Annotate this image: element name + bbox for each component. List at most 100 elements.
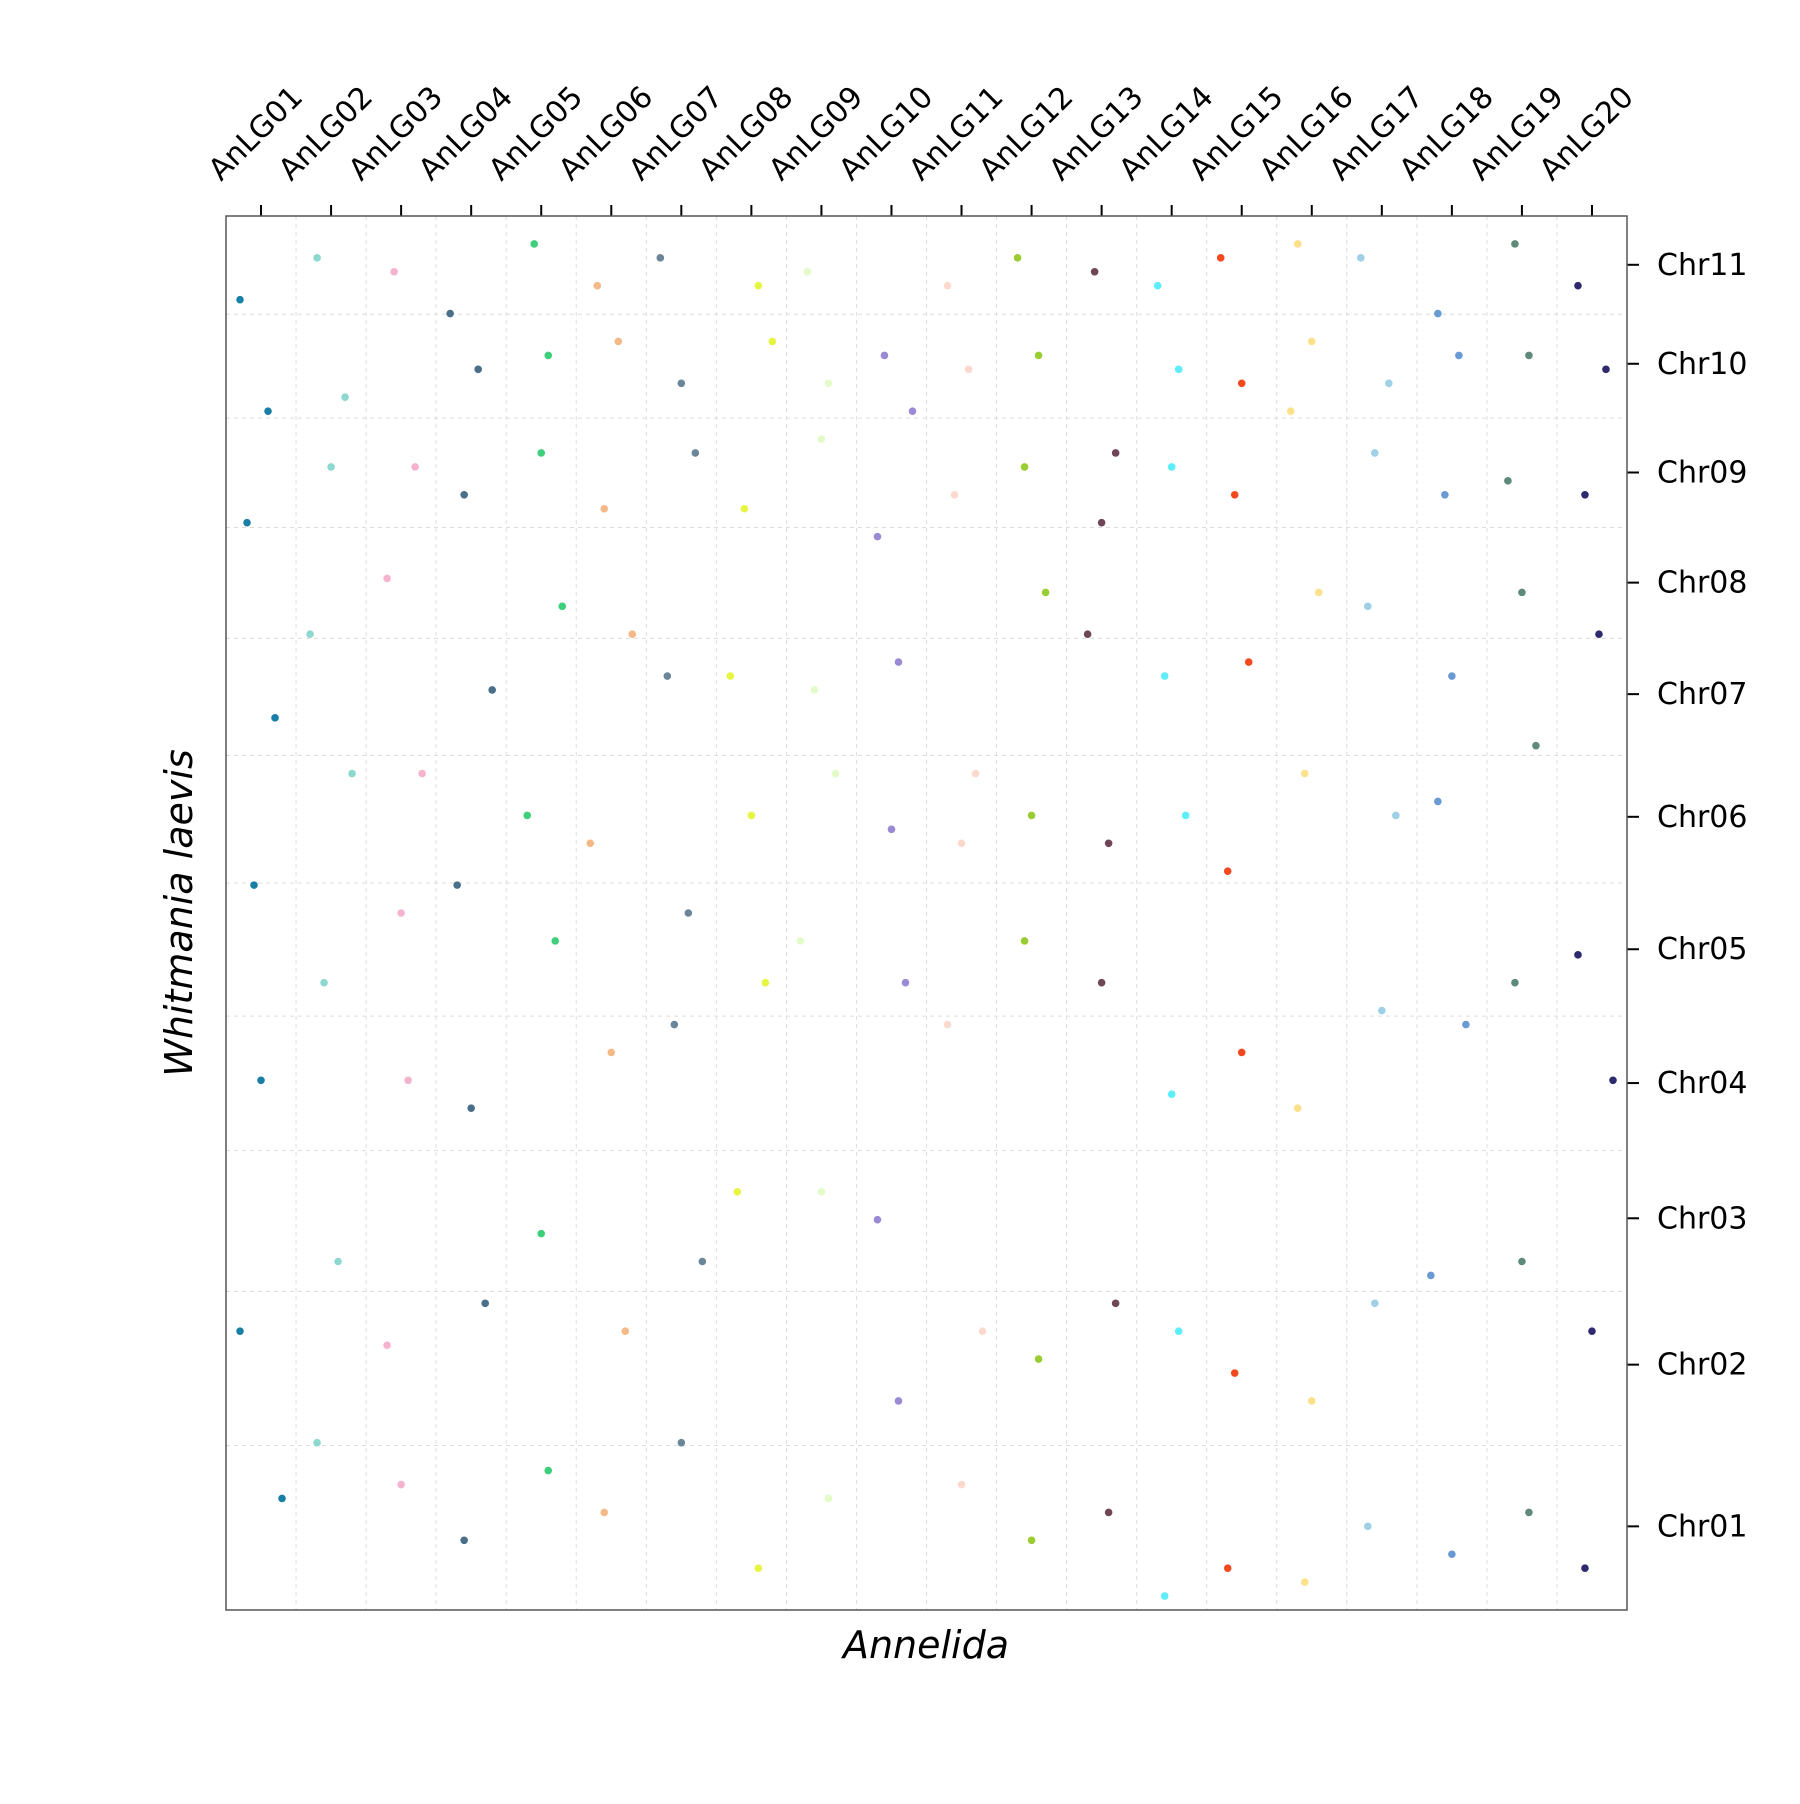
point — [621, 1327, 630, 1335]
point — [1532, 741, 1540, 750]
point — [894, 1397, 903, 1405]
point — [544, 351, 553, 360]
point — [278, 1494, 286, 1503]
point — [593, 281, 602, 290]
point — [1181, 811, 1190, 820]
point — [327, 463, 335, 471]
point — [1378, 1006, 1386, 1015]
point — [1581, 491, 1589, 499]
point — [1595, 630, 1603, 638]
point — [971, 769, 980, 778]
point — [1371, 449, 1379, 457]
point — [1307, 1397, 1316, 1405]
y-tick-label: Chr07 — [1657, 677, 1747, 712]
point — [1434, 309, 1442, 318]
point — [607, 1048, 616, 1057]
point — [474, 365, 482, 374]
point — [271, 714, 279, 722]
y-tick-label: Chr02 — [1657, 1348, 1747, 1383]
point — [236, 295, 244, 304]
point — [1104, 839, 1113, 848]
point — [1357, 254, 1365, 262]
y-tick-label: Chr01 — [1657, 1509, 1747, 1544]
point — [684, 909, 693, 917]
point — [957, 1480, 966, 1489]
point — [1574, 281, 1582, 290]
point — [1027, 1536, 1036, 1545]
plot-frame — [225, 215, 1628, 1611]
point — [1364, 602, 1372, 611]
point — [1455, 351, 1463, 360]
point — [250, 881, 258, 889]
y-axis-label: Whitmania laevis — [157, 749, 201, 1077]
y-tick-label: Chr11 — [1657, 248, 1747, 283]
point — [873, 1215, 882, 1224]
point — [453, 881, 461, 889]
point — [1160, 1592, 1169, 1600]
point — [614, 337, 623, 346]
point — [1111, 1299, 1120, 1308]
point — [341, 393, 349, 402]
point — [306, 630, 314, 638]
point — [901, 978, 910, 987]
point — [1293, 1104, 1302, 1112]
point — [1244, 658, 1253, 666]
point — [334, 1257, 342, 1266]
point — [824, 379, 833, 388]
point — [383, 574, 391, 583]
point — [817, 435, 826, 443]
point — [663, 672, 672, 680]
point — [740, 504, 749, 513]
point — [1602, 365, 1610, 374]
point — [1223, 867, 1232, 875]
point — [1237, 1048, 1246, 1057]
point — [1371, 1299, 1379, 1308]
point — [1160, 672, 1169, 680]
point — [600, 1508, 609, 1517]
point — [1041, 588, 1050, 597]
point — [1153, 281, 1162, 290]
point — [733, 1188, 742, 1196]
point — [460, 1536, 468, 1545]
point — [978, 1327, 987, 1335]
point — [1392, 811, 1400, 820]
point — [1097, 978, 1106, 987]
point — [1034, 1355, 1043, 1363]
point — [754, 1564, 763, 1572]
point — [320, 978, 328, 987]
point — [894, 658, 903, 666]
point — [1525, 351, 1533, 360]
point — [488, 686, 496, 694]
point — [537, 1229, 546, 1238]
point — [1174, 365, 1183, 374]
y-tick-label: Chr09 — [1657, 455, 1747, 490]
point — [761, 978, 770, 987]
point — [446, 309, 454, 318]
point — [691, 449, 700, 457]
point — [1448, 672, 1456, 680]
point — [1511, 978, 1519, 987]
point — [1504, 477, 1512, 485]
point — [418, 769, 426, 778]
point — [530, 240, 539, 248]
point — [1216, 254, 1225, 262]
point — [908, 407, 917, 415]
point — [1427, 1271, 1435, 1280]
point — [1223, 1564, 1232, 1572]
point — [551, 937, 560, 945]
point — [1286, 407, 1295, 415]
point — [1609, 1076, 1617, 1085]
point — [236, 1327, 244, 1335]
point — [670, 1020, 679, 1029]
point — [1511, 240, 1519, 248]
point — [1574, 951, 1582, 959]
point — [390, 267, 398, 276]
point — [880, 351, 889, 360]
point — [411, 463, 419, 471]
y-tick-label: Chr05 — [1657, 932, 1747, 967]
point — [810, 686, 819, 694]
point — [1525, 1508, 1533, 1517]
point — [677, 379, 686, 388]
